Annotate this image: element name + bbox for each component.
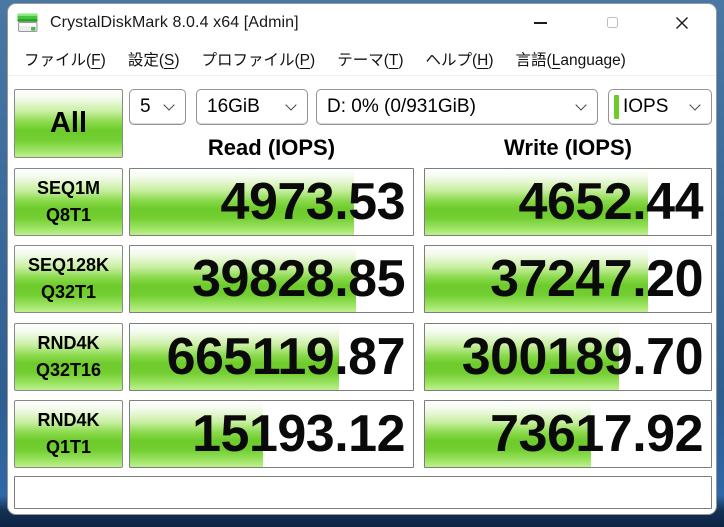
chevron-down-icon <box>285 99 297 111</box>
app-window: CrystalDiskMark 8.0.4 x64 [Admin] ファイル(F… <box>7 3 717 515</box>
result-cell-read-seq1m: 4973.53 <box>129 168 414 236</box>
result-value: 4652.44 <box>518 173 704 231</box>
menu-help-label: ヘルプ( <box>425 51 478 69</box>
result-cell-write-rnd4k-q32t16: 300189.70 <box>424 323 712 391</box>
menu-theme-label: テーマ( <box>337 51 389 69</box>
unit-select[interactable]: IOPS <box>608 89 712 125</box>
menu-file-label-end: ) <box>100 51 106 69</box>
result-bar <box>130 401 263 467</box>
menu-language-mnemonic: L <box>551 51 561 69</box>
menu-file-label: ファイル( <box>24 51 92 69</box>
test-button-seq1m-q8t1[interactable]: SEQ1M Q8T1 <box>14 168 123 236</box>
menu-language-label: 言語( <box>515 51 552 69</box>
test-label-line1: RND4K <box>37 410 100 430</box>
result-bar <box>425 324 620 390</box>
result-value: 39828.85 <box>192 250 405 308</box>
title-bar: CrystalDiskMark 8.0.4 x64 [Admin] <box>8 4 716 42</box>
menu-help[interactable]: ヘルプ(H) <box>415 43 505 75</box>
result-cell-write-rnd4k-q1t1: 73617.92 <box>424 400 712 468</box>
chevron-down-icon <box>163 99 175 111</box>
test-count-select[interactable]: 5 <box>129 89 186 125</box>
close-button[interactable] <box>659 4 705 41</box>
menu-profile-label: プロファイル( <box>201 51 300 69</box>
close-icon <box>676 16 688 29</box>
test-label-line2: Q8T1 <box>45 205 92 225</box>
test-label-line1: SEQ1M <box>36 178 101 198</box>
chevron-down-icon <box>689 99 701 111</box>
status-message-box <box>14 476 712 509</box>
test-size-value: 16GiB <box>207 96 260 117</box>
menu-language[interactable]: 言語(Language) <box>505 43 637 75</box>
result-cell-read-rnd4k-q32t16: 665119.87 <box>129 323 414 391</box>
write-column-header: Write (IOPS) <box>504 135 632 160</box>
menu-help-label-end: ) <box>488 51 494 69</box>
result-bar <box>425 246 649 312</box>
test-size-select[interactable]: 16GiB <box>196 89 308 125</box>
target-drive-value: D: 0% (0/931GiB) <box>327 96 476 117</box>
result-cell-read-rnd4k-q1t1: 15193.12 <box>129 400 414 468</box>
result-bar <box>130 324 340 390</box>
test-label-line2: Q32T16 <box>35 360 102 380</box>
result-value: 37247.20 <box>490 250 703 308</box>
menu-bar: ファイル(F) 設定(S) プロファイル(P) テーマ(T) ヘルプ(H) 言語… <box>8 42 716 76</box>
disk-drive-icon <box>17 13 38 32</box>
result-value: 15193.12 <box>192 405 405 463</box>
menu-settings-mnemonic: S <box>163 51 175 69</box>
test-button-seq128k-q32t1[interactable]: SEQ128K Q32T1 <box>14 245 123 313</box>
test-label-line2: Q1T1 <box>45 437 92 457</box>
test-button-rnd4k-q1t1[interactable]: RND4K Q1T1 <box>14 400 123 468</box>
test-label-line1: RND4K <box>37 333 100 353</box>
unit-accent-bar <box>614 95 619 119</box>
test-label-line2: Q32T1 <box>40 282 97 302</box>
chevron-down-icon <box>575 99 587 111</box>
maximize-icon <box>606 17 618 28</box>
result-bar <box>425 401 591 467</box>
test-label-line1: SEQ128K <box>27 255 110 275</box>
menu-profile-label-end: ) <box>310 51 316 69</box>
result-value: 665119.87 <box>166 328 406 386</box>
maximize-button[interactable] <box>589 4 635 41</box>
result-bar <box>425 169 649 235</box>
minimize-icon <box>533 21 547 24</box>
menu-profile[interactable]: プロファイル(P) <box>191 43 327 75</box>
result-value: 300189.70 <box>461 328 704 386</box>
result-cell-write-seq128k: 37247.20 <box>424 245 712 313</box>
menu-help-mnemonic: H <box>477 51 489 69</box>
read-column-header: Read (IOPS) <box>207 135 336 160</box>
result-cell-write-seq1m: 4652.44 <box>424 168 712 236</box>
menu-settings[interactable]: 設定(S) <box>117 43 191 75</box>
menu-file-mnemonic: F <box>91 51 101 69</box>
target-drive-select[interactable]: D: 0% (0/931GiB) <box>316 89 598 125</box>
menu-settings-label-end: ) <box>174 51 180 69</box>
minimize-button[interactable] <box>517 4 563 41</box>
menu-theme-label-end: ) <box>398 51 404 69</box>
result-bar <box>130 169 354 235</box>
result-value: 73617.92 <box>490 405 703 463</box>
run-all-button[interactable]: All <box>14 89 123 158</box>
menu-theme-mnemonic: T <box>388 51 399 69</box>
menu-theme[interactable]: テーマ(T) <box>326 43 414 75</box>
menu-file[interactable]: ファイル(F) <box>13 43 117 75</box>
window-title: CrystalDiskMark 8.0.4 x64 [Admin] <box>50 14 299 31</box>
test-count-value: 5 <box>140 96 151 117</box>
menu-settings-label: 設定( <box>127 51 164 69</box>
result-bar <box>130 246 357 312</box>
result-value: 4973.53 <box>220 173 406 231</box>
menu-profile-mnemonic: P <box>299 51 311 69</box>
run-all-label: All <box>49 107 88 139</box>
menu-language-label-end: anguage) <box>560 51 626 69</box>
test-button-rnd4k-q32t16[interactable]: RND4K Q32T16 <box>14 323 123 391</box>
result-cell-read-seq128k: 39828.85 <box>129 245 414 313</box>
unit-value: IOPS <box>623 96 669 117</box>
